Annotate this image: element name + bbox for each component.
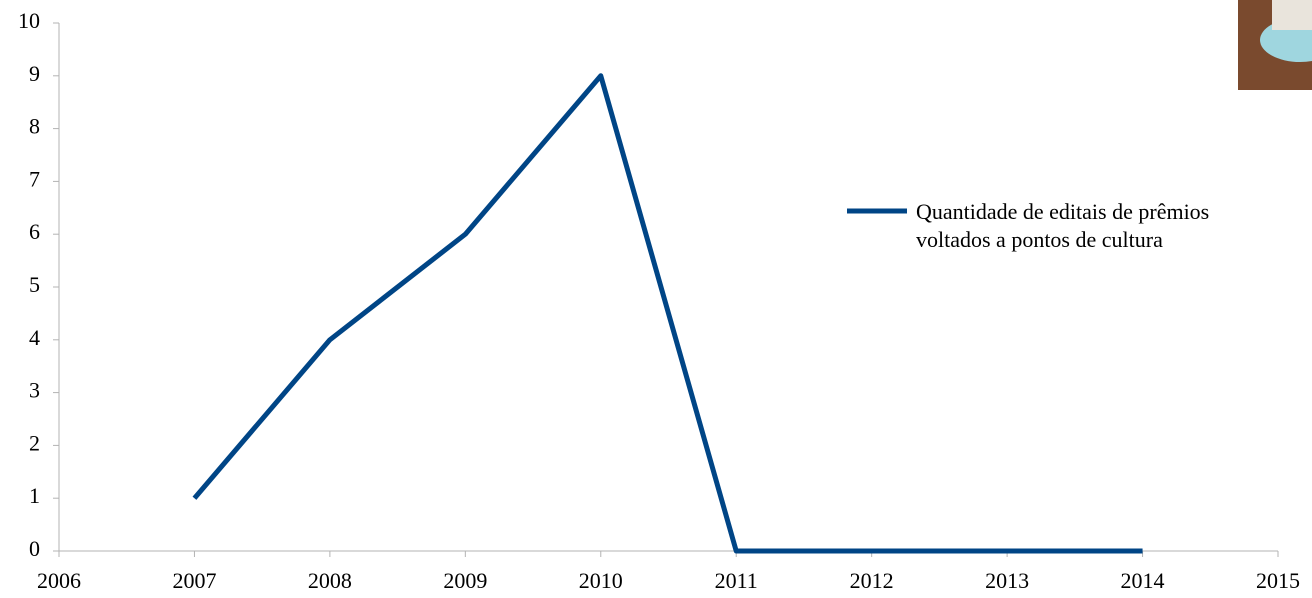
x-tick-label: 2008 [308,568,352,593]
x-tick-label: 2014 [1121,568,1165,593]
y-tick-label: 2 [29,430,40,455]
x-tick-label: 2012 [850,568,894,593]
y-tick-label: 10 [18,8,40,33]
x-tick-label: 2011 [715,568,758,593]
y-tick-label: 4 [29,325,40,350]
y-tick-label: 3 [29,378,40,403]
x-tick-label: 2007 [172,568,216,593]
photo-thumbnail [1238,0,1312,90]
x-tick-label: 2013 [985,568,1029,593]
y-tick-label: 7 [29,166,40,191]
y-tick-label: 6 [29,219,40,244]
y-tick-label: 8 [29,114,40,139]
data-line [192,73,1143,554]
y-tick-label: 1 [29,483,40,508]
x-tick-label: 2010 [579,568,623,593]
x-tick-label: 2006 [37,568,81,593]
y-tick-label: 5 [29,272,40,297]
y-tick-label: 0 [29,536,40,561]
x-tick-label: 2015 [1256,568,1300,593]
x-tick-label: 2009 [443,568,487,593]
legend-label: Quantidade de editais de prê­mios voltad… [916,199,1210,252]
y-tick-label: 9 [29,61,40,86]
